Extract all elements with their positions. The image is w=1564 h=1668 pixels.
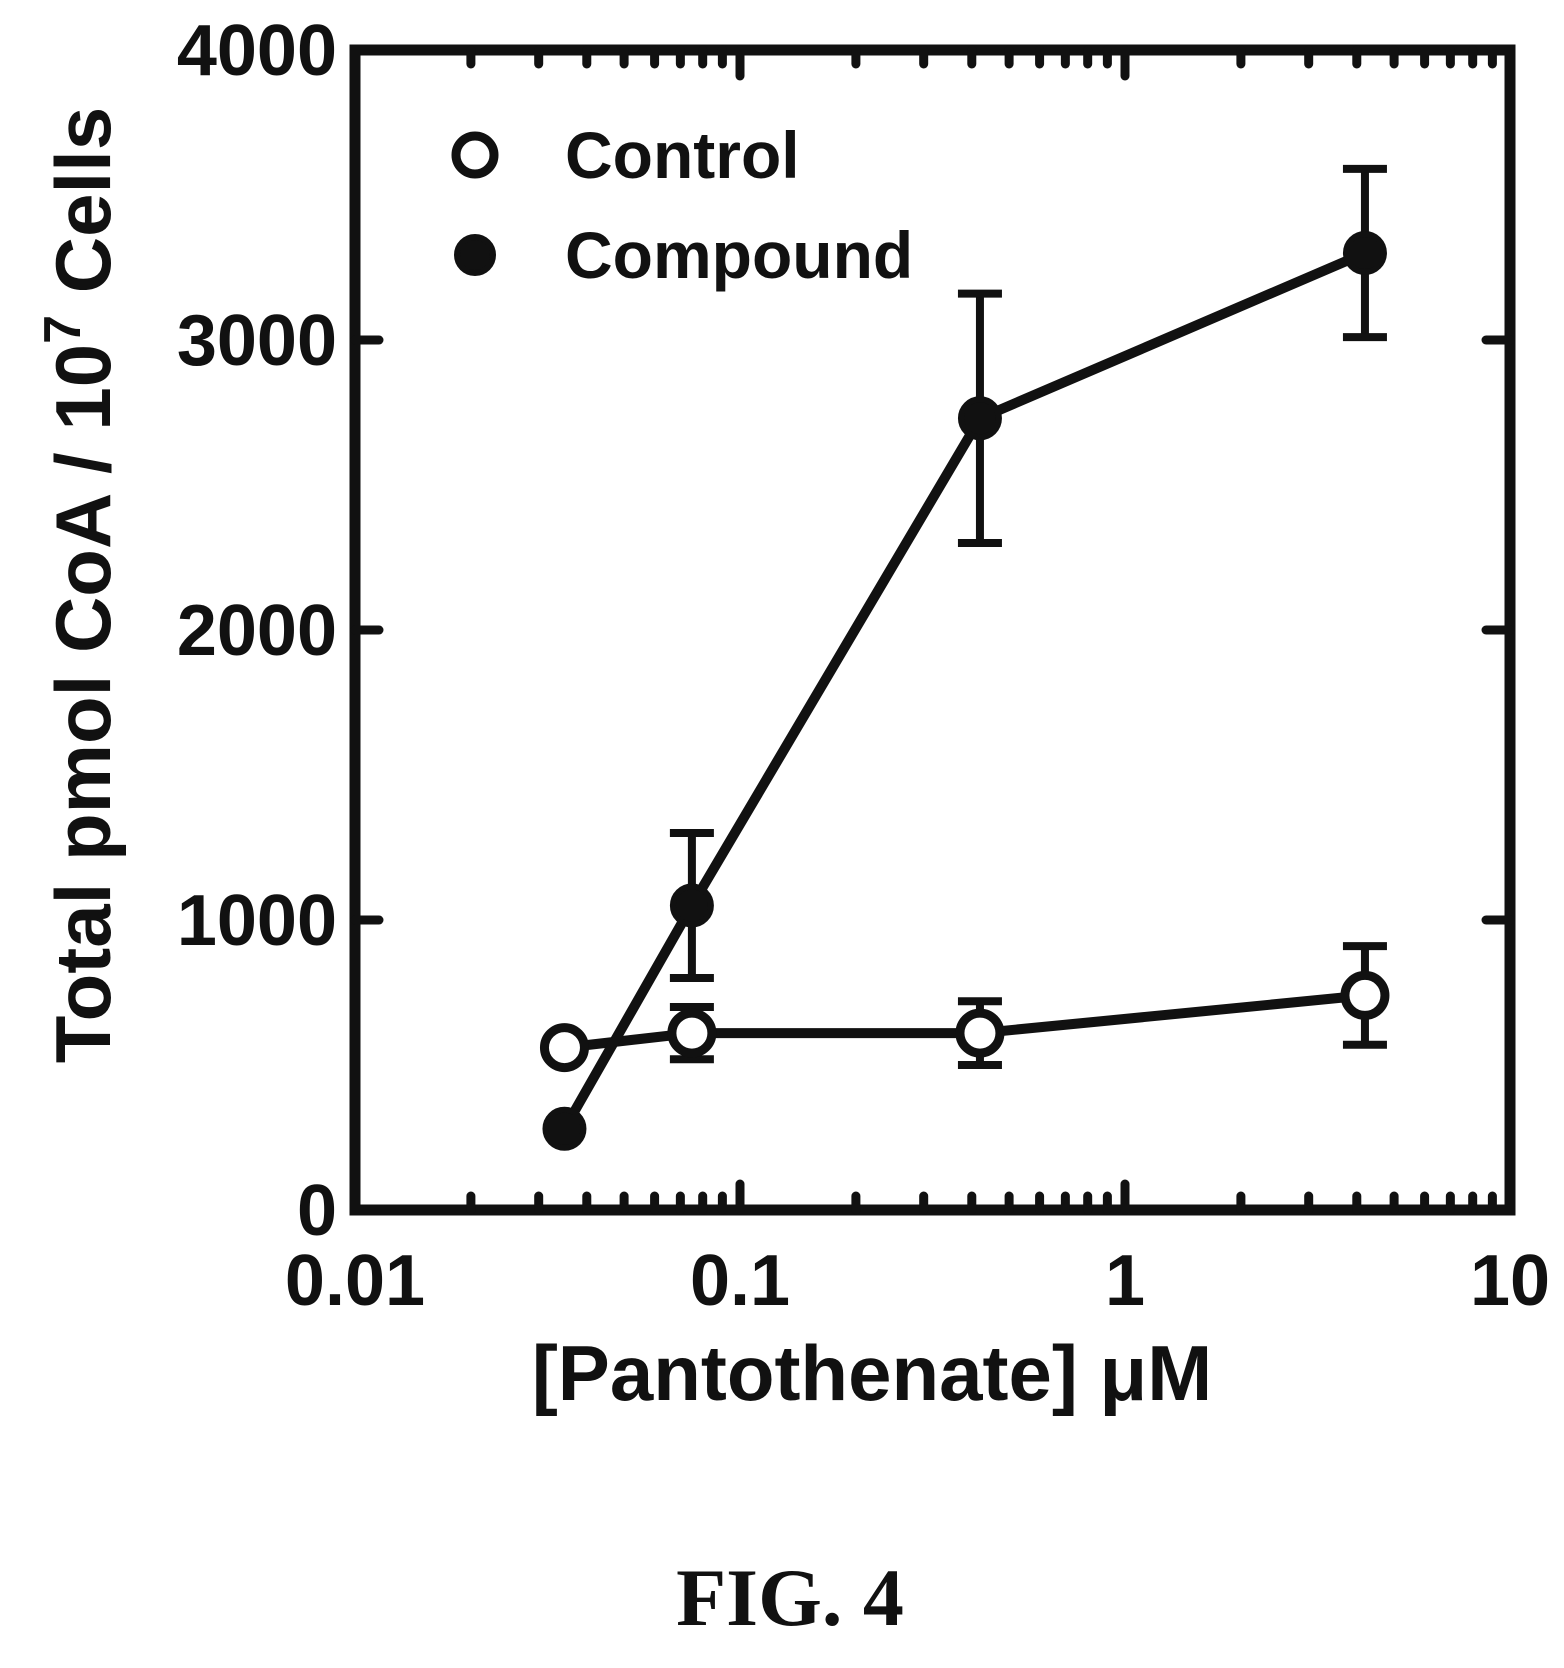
y-tick-label: 1000 — [177, 881, 337, 961]
x-tick-label: 0.01 — [285, 1241, 425, 1321]
legend-label-control: Control — [565, 118, 800, 192]
x-tick-label: 10 — [1470, 1241, 1550, 1321]
legend-marker-control — [451, 131, 499, 179]
data-point-compound — [542, 1106, 587, 1151]
y-axis-title-main: Total pmol CoA / 10 — [39, 344, 127, 1063]
x-tick-label: 1 — [1105, 1241, 1145, 1321]
data-point-compound — [957, 396, 1002, 441]
axis-ticks — [350, 45, 1515, 1215]
y-axis-title: Total pmol CoA / 107 Cells — [34, 107, 127, 1063]
y-tick-label: 3000 — [177, 301, 337, 381]
y-axis-title-superscript: 7 — [34, 315, 92, 344]
legend: Control Compound — [451, 118, 913, 292]
y-tick-label: 4000 — [177, 11, 337, 91]
series — [539, 164, 1390, 1151]
y-tick-label: 2000 — [177, 591, 337, 671]
data-point-control — [1340, 970, 1390, 1020]
data-point-compound — [1342, 231, 1387, 275]
legend-label-compound: Compound — [565, 218, 913, 292]
figure-caption: FIG. 4 — [676, 1552, 904, 1643]
data-point-control — [667, 1008, 717, 1058]
y-axis-title-suffix: Cells — [39, 107, 127, 315]
data-point-compound — [669, 883, 714, 928]
series-control — [539, 942, 1390, 1073]
tick-labels: 0.01 0.1 1 10 0 1000 2000 3000 4000 — [177, 11, 1550, 1321]
data-point-control — [955, 1008, 1005, 1058]
series-line-control — [563, 990, 1366, 1053]
series-compound — [542, 164, 1387, 1151]
y-tick-label: 0 — [297, 1171, 337, 1251]
legend-marker-compound — [454, 234, 496, 276]
data-point-control — [539, 1023, 589, 1073]
x-tick-label: 0.1 — [690, 1241, 790, 1321]
x-axis-title: [Pantothenate] μM — [532, 1329, 1212, 1417]
series-line-compound — [560, 248, 1367, 1132]
